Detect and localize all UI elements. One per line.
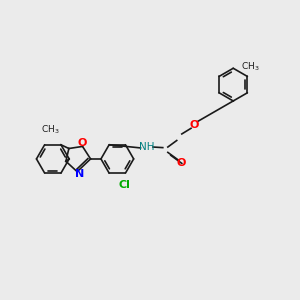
Text: CH$_3$: CH$_3$ — [41, 123, 60, 136]
Text: O: O — [78, 139, 87, 148]
Text: NH: NH — [139, 142, 155, 152]
Text: Cl: Cl — [118, 180, 130, 190]
Text: O: O — [190, 120, 199, 130]
Text: CH$_3$: CH$_3$ — [241, 61, 259, 73]
Text: O: O — [176, 158, 186, 168]
Text: N: N — [75, 169, 84, 179]
